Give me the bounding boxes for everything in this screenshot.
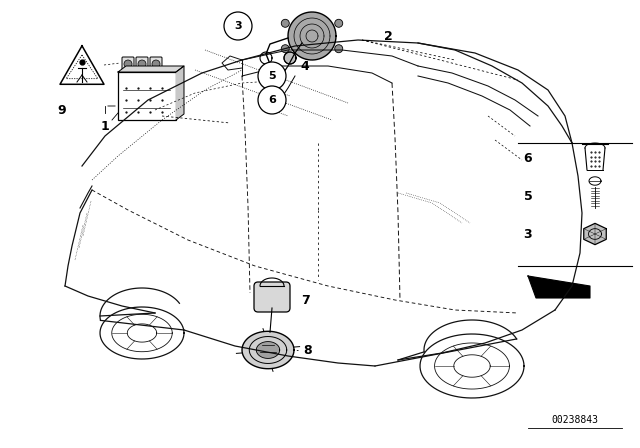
Polygon shape xyxy=(528,276,590,298)
FancyBboxPatch shape xyxy=(262,90,282,110)
Polygon shape xyxy=(176,66,184,120)
Text: 4: 4 xyxy=(301,60,309,73)
Circle shape xyxy=(138,60,146,68)
Text: 7: 7 xyxy=(301,293,309,306)
Text: 6: 6 xyxy=(268,95,276,105)
Polygon shape xyxy=(288,12,336,60)
Circle shape xyxy=(281,19,289,27)
Circle shape xyxy=(124,60,132,68)
Polygon shape xyxy=(584,224,606,245)
Polygon shape xyxy=(118,66,184,72)
Circle shape xyxy=(224,12,252,40)
Text: 00238843: 00238843 xyxy=(552,415,598,425)
FancyBboxPatch shape xyxy=(118,72,176,120)
Polygon shape xyxy=(284,52,296,64)
Text: 1: 1 xyxy=(100,120,109,133)
Text: 9: 9 xyxy=(58,103,67,116)
Circle shape xyxy=(152,60,160,68)
Circle shape xyxy=(281,45,289,53)
Text: 2: 2 xyxy=(383,30,392,43)
FancyBboxPatch shape xyxy=(136,57,148,75)
Polygon shape xyxy=(256,341,280,358)
FancyBboxPatch shape xyxy=(122,57,134,75)
Circle shape xyxy=(258,86,286,114)
Text: 5: 5 xyxy=(524,190,532,202)
Polygon shape xyxy=(242,331,294,369)
Text: 3: 3 xyxy=(524,228,532,241)
FancyBboxPatch shape xyxy=(150,57,162,75)
Circle shape xyxy=(335,19,343,27)
Text: 6: 6 xyxy=(524,151,532,164)
Text: 8: 8 xyxy=(304,344,312,357)
Circle shape xyxy=(258,62,286,90)
FancyBboxPatch shape xyxy=(262,66,282,86)
Text: 3: 3 xyxy=(234,21,242,31)
Polygon shape xyxy=(226,14,250,38)
FancyBboxPatch shape xyxy=(254,282,290,312)
Circle shape xyxy=(335,45,343,53)
Text: 5: 5 xyxy=(268,71,276,81)
